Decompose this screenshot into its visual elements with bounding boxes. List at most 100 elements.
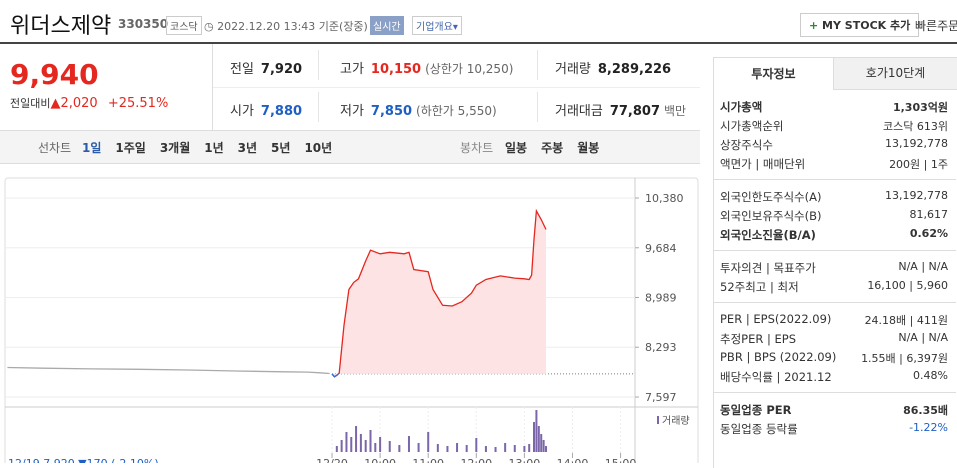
up-icon: ▲ [50, 96, 61, 111]
price-box [0, 44, 213, 130]
summary-cell: 고가 10,150 (상한가 10,250) [340, 58, 513, 77]
info-panel [713, 57, 957, 468]
info-value: 24.18배 | 411원 [864, 314, 948, 327]
candle-tab[interactable]: 주봉 [541, 141, 564, 155]
volume-bar [456, 443, 459, 452]
info-label: PER | EPS(2022.09) [720, 312, 832, 326]
info-label: 시가총액 [720, 100, 763, 114]
summary-cell: 거래량 8,289,226 [555, 58, 671, 77]
group-rule [714, 179, 956, 180]
quick-order[interactable]: 빠른주문 [915, 19, 957, 33]
volume-bar [542, 440, 545, 452]
summary-label: 저가 [340, 104, 364, 119]
summary-value: 8,289,226 [597, 62, 672, 77]
volume-bar [494, 447, 497, 452]
volume-bar [533, 422, 536, 452]
x-tick-label: 11:00 [412, 457, 444, 463]
info-label: 동일업종 PER [720, 403, 792, 417]
info-label: PBR | BPS (2022.09) [720, 350, 837, 364]
volume-bar [359, 434, 362, 452]
info-label: 외국인소진율(B/A) [720, 228, 816, 242]
info-label: 액면가 | 매매단위 [720, 157, 806, 171]
summary-value: 7,850 [370, 104, 413, 119]
x-tick-label: 14:00 [557, 457, 589, 463]
prev-info: 12/19 7,920 ▼170 (-2.10%) [8, 457, 159, 463]
group-rule [714, 392, 956, 393]
info-value: 200원 | 1주 [889, 158, 948, 171]
volume-bar [465, 445, 468, 452]
period-tab[interactable]: 3년 [237, 141, 258, 155]
period-tab[interactable]: 5년 [271, 141, 291, 155]
group-rule [714, 302, 956, 303]
volume-bar [537, 426, 540, 452]
volume-bar [484, 446, 487, 452]
info-value: 86.35배 [903, 404, 948, 417]
company-info-button[interactable]: 기업개요▾ [412, 16, 462, 35]
header-rule [0, 42, 957, 44]
y-tick-label: 8,989 [645, 291, 677, 304]
info-tab[interactable]: 호가10단계 [833, 58, 957, 90]
summary-rule [213, 87, 700, 88]
volume-bar [535, 410, 538, 452]
cell-divider [537, 92, 538, 122]
stock-code: 330350 [118, 17, 169, 31]
volume-bar [364, 440, 367, 452]
info-value: 81,617 [909, 208, 949, 221]
summary-label: 시가 [230, 104, 254, 119]
price-line [7, 366, 330, 375]
change-label: 전일대비 [10, 97, 51, 110]
volume-bar [340, 440, 343, 452]
volume-bar [350, 437, 353, 452]
volume-bar [436, 444, 439, 452]
volume-bar [369, 430, 372, 452]
volume-bar [446, 446, 449, 452]
area-fill [332, 210, 547, 377]
x-tick-label: 13:00 [509, 457, 541, 463]
summary-cell: 시가 7,880 [230, 100, 302, 119]
info-label: 외국인보유주식수(B) [720, 209, 822, 223]
mystock-text: MY STOCK 추가 [822, 19, 911, 32]
info-value: 코스닥 613위 [883, 120, 948, 133]
cell-divider [318, 50, 319, 80]
summary-label: 고가 [340, 62, 364, 77]
summary-sub: (상한가 10,250) [425, 62, 514, 76]
info-value: -1.22% [909, 421, 948, 434]
info-value: 13,192,778 [885, 189, 948, 202]
info-label: 투자의견 | 목표주가 [720, 261, 816, 275]
period-tab[interactable]: 3개월 [159, 141, 191, 155]
volume-bar [523, 446, 526, 452]
group-rule [714, 250, 956, 251]
period-tab[interactable]: 1년 [204, 141, 224, 155]
info-value: 13,192,778 [885, 137, 948, 150]
x-tick-label: 15:00 [605, 457, 637, 463]
info-value: 16,100 | 5,960 [867, 279, 948, 292]
volume-bar [345, 432, 348, 452]
summary-value: 77,807 [609, 104, 661, 119]
summary-value: 7,880 [260, 104, 303, 119]
company-info-text: 기업개요 [416, 22, 453, 33]
info-value: 0.62% [909, 227, 948, 240]
period-tab[interactable]: 1주일 [115, 141, 146, 155]
info-value: N/A | N/A [898, 260, 948, 273]
candle-tab[interactable]: 일봉 [505, 141, 528, 155]
info-value: 1.55배 | 6,397원 [861, 352, 948, 365]
summary-cell: 저가 7,850 (하한가 5,550) [340, 100, 497, 119]
summary-label: 거래량 [555, 62, 591, 77]
candle-tab[interactable]: 월봉 [577, 141, 600, 155]
period-tab[interactable]: 1일 [82, 141, 102, 155]
clock-icon: ◷ [204, 20, 218, 33]
x-tick-label: 12/20 [316, 457, 348, 463]
summary-value: 7,920 [260, 62, 303, 77]
period-tab[interactable]: 10년 [304, 141, 333, 155]
summary-label: 거래대금 [555, 104, 603, 119]
volume-bar [335, 446, 338, 452]
tab-bar [0, 130, 700, 164]
summary-cell: 거래대금 77,807 백만 [555, 100, 686, 119]
volume-bar [379, 437, 382, 452]
mystock-button[interactable]: + MY STOCK 추가 [800, 13, 920, 37]
volume-bar [407, 436, 410, 452]
info-tab-active[interactable]: 투자정보 [714, 58, 833, 91]
volume-bar [513, 445, 516, 452]
tab-label: 선차트 [38, 141, 72, 155]
